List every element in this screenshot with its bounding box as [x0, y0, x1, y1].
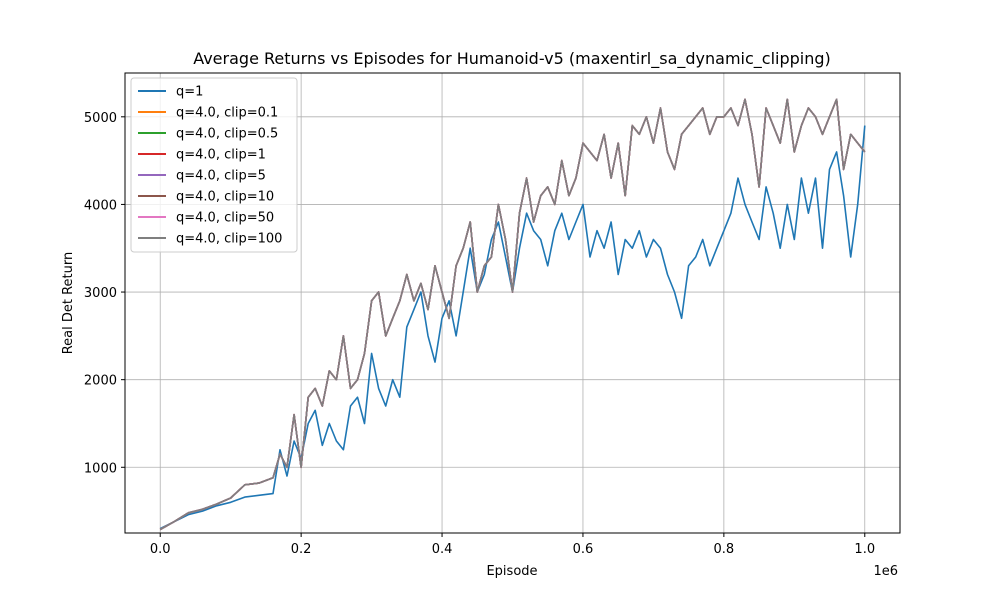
x-axis-ticks: 0.0 0.2 0.4 0.6 0.8 1.0	[150, 533, 875, 557]
y-axis-title: Real Det Return	[61, 252, 76, 355]
x-tick-label: 0.8	[714, 542, 735, 557]
plot-frame	[124, 72, 901, 534]
legend-label-q-4-0-clip-0-5: q=4.0, clip=0.5	[176, 127, 278, 142]
y-tick-label: 5000	[84, 111, 117, 126]
legend-box	[130, 77, 298, 253]
series-line-q-1	[159, 125, 866, 530]
y-axis-ticks: 1000 2000 3000 4000 5000	[84, 111, 125, 476]
legend-label-q-4-0-clip-0-1: q=4.0, clip=0.1	[176, 106, 278, 121]
y-tick-label: 4000	[84, 198, 117, 213]
plot-series	[159, 98, 866, 531]
x-tick-label: 1.0	[854, 542, 875, 557]
legend-label-q-4-0-clip-5: q=4.0, clip=5	[176, 169, 266, 184]
x-tick-label: 0.2	[291, 542, 312, 557]
chart-title: Average Returns vs Episodes for Humanoid…	[193, 49, 831, 69]
legend-label-q-1: q=1	[176, 85, 203, 100]
legend-label-q-4-0-clip-100: q=4.0, clip=100	[176, 232, 282, 247]
x-axis-offset-label: 1e6	[873, 564, 898, 579]
y-tick-label: 2000	[84, 374, 117, 389]
x-axis-title: Episode	[486, 564, 537, 579]
x-tick-label: 0.0	[150, 542, 171, 557]
x-tick-label: 0.6	[573, 542, 594, 557]
y-tick-label: 3000	[84, 286, 117, 301]
legend: q=1 q=4.0, clip=0.1 q=4.0, clip=0.5 q=4.0, …	[130, 77, 298, 253]
series-line-q-4-0-clip-100	[159, 98, 866, 531]
legend-label-q-4-0-clip-10: q=4.0, clip=10	[176, 190, 274, 205]
legend-label-q-4-0-clip-50: q=4.0, clip=50	[176, 211, 274, 226]
legend-label-q-4-0-clip-1: q=4.0, clip=1	[176, 148, 266, 163]
x-tick-label: 0.4	[432, 542, 453, 557]
y-tick-label: 1000	[84, 461, 117, 476]
